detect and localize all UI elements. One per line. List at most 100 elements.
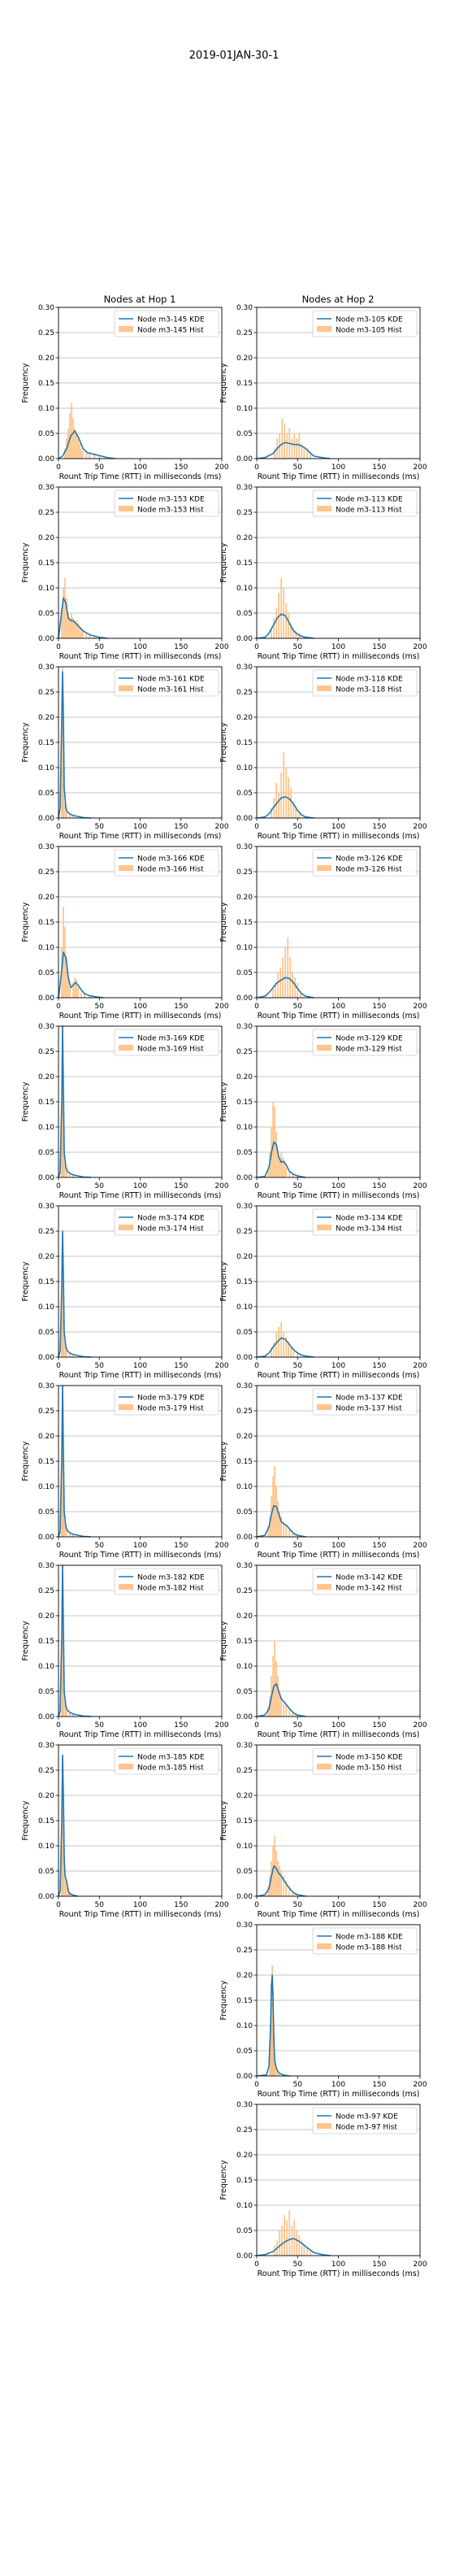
hist-bar bbox=[298, 433, 301, 459]
hist-bar bbox=[72, 982, 74, 998]
kde-line bbox=[256, 1337, 314, 1358]
y-tick-label: 0.30 bbox=[236, 1382, 253, 1390]
x-tick-label: 100 bbox=[332, 463, 345, 472]
y-axis-label: Frequency bbox=[219, 1621, 228, 1660]
hist-bar bbox=[62, 1026, 63, 1177]
x-tick-label: 200 bbox=[413, 643, 427, 651]
y-tick-label: 0.30 bbox=[38, 1742, 54, 1750]
x-tick-label: 100 bbox=[332, 1542, 345, 1550]
hist-bar bbox=[271, 1985, 272, 2076]
hist-bar bbox=[79, 443, 81, 459]
kde-line bbox=[58, 1385, 92, 1538]
legend: Node m3-118 KDE Node m3-118 Hist bbox=[312, 669, 418, 697]
y-tick-label: 0.00 bbox=[38, 1174, 54, 1182]
hist-bar bbox=[275, 1332, 278, 1357]
y-tick-label: 0.05 bbox=[38, 610, 54, 618]
legend-hist-label: Node m3-118 Hist bbox=[336, 686, 402, 694]
x-tick-label: 50 bbox=[293, 1901, 303, 1909]
legend-kde-label: Node m3-105 KDE bbox=[336, 316, 403, 324]
legend-kde-label: Node m3-126 KDE bbox=[336, 855, 403, 864]
hist-bar bbox=[310, 453, 312, 459]
y-tick-label: 0.15 bbox=[38, 919, 54, 927]
x-tick-label: 150 bbox=[372, 2261, 386, 2269]
x-tick-label: 50 bbox=[95, 1362, 105, 1370]
x-tick-label: 150 bbox=[174, 1721, 188, 1730]
hist-bar bbox=[66, 810, 67, 818]
x-tick-label: 100 bbox=[133, 1003, 147, 1011]
legend: Node m3-166 KDE Node m3-166 Hist bbox=[114, 849, 219, 877]
hist-bar bbox=[61, 607, 63, 638]
hist-bar bbox=[72, 1534, 74, 1537]
x-tick-label: 200 bbox=[413, 1721, 427, 1730]
y-tick-label: 0.30 bbox=[236, 664, 253, 672]
y-tick-label: 0.30 bbox=[236, 1023, 253, 1031]
legend: Node m3-134 KDE Node m3-134 Hist bbox=[312, 1208, 418, 1236]
legend-kde-label: Node m3-153 KDE bbox=[137, 496, 205, 504]
hist-bar bbox=[290, 1347, 292, 1357]
legend-kde-label: Node m3-150 KDE bbox=[336, 1754, 403, 1762]
y-axis-label: Frequency bbox=[219, 1980, 228, 2020]
y-tick-label: 0.30 bbox=[236, 1742, 253, 1750]
hist-bar bbox=[85, 453, 88, 459]
x-tick-label: 150 bbox=[372, 1721, 386, 1730]
hist-bar bbox=[288, 1172, 291, 1177]
x-tick-label: 0 bbox=[56, 1542, 61, 1550]
x-tick-label: 50 bbox=[95, 463, 105, 472]
hist-bar bbox=[69, 814, 71, 818]
subplot-8: 0 50 100 150 200 0.00 0.05 0.10 0.15 0.20 0.25 0.30… bbox=[219, 843, 427, 1020]
hist-bar bbox=[69, 1712, 71, 1717]
legend: Node m3-142 KDE Node m3-142 Hist bbox=[312, 1568, 418, 1595]
y-axis-label: Frequency bbox=[21, 722, 30, 762]
hist-bar bbox=[64, 577, 66, 638]
hist-bar bbox=[310, 2250, 312, 2256]
legend-kde-label: Node m3-145 KDE bbox=[137, 316, 205, 324]
hist-bar bbox=[62, 1755, 63, 1896]
y-tick-label: 0.15 bbox=[38, 380, 54, 388]
hist-bar bbox=[271, 1965, 273, 2076]
hist-bar bbox=[61, 1312, 63, 1357]
y-tick-label: 0.00 bbox=[38, 1354, 54, 1362]
legend-box bbox=[312, 669, 418, 697]
y-tick-label: 0.15 bbox=[38, 1638, 54, 1646]
subplot-7: 0 50 100 150 200 0.00 0.05 0.10 0.15 0.20 0.25 0.30… bbox=[21, 843, 229, 1020]
y-tick-label: 0.00 bbox=[38, 1893, 54, 1901]
hist-bar bbox=[275, 1486, 278, 1537]
y-tick-label: 0.05 bbox=[38, 790, 54, 798]
x-tick-label: 50 bbox=[293, 463, 303, 472]
hist-bar bbox=[272, 987, 274, 998]
y-tick-label: 0.25 bbox=[236, 329, 253, 337]
hist-bar bbox=[64, 803, 66, 818]
x-tick-label: 0 bbox=[254, 1362, 259, 1370]
hist-bar bbox=[284, 423, 286, 459]
legend-kde-label: Node m3-97 KDE bbox=[336, 2113, 398, 2121]
x-tick-label: 0 bbox=[254, 823, 259, 831]
legend-hist-label: Node m3-150 Hist bbox=[336, 1764, 402, 1773]
hist-bar bbox=[273, 618, 275, 638]
kde-line bbox=[256, 1682, 306, 1717]
legend: Node m3-137 KDE Node m3-137 Hist bbox=[312, 1388, 418, 1416]
hist-bar bbox=[284, 2215, 286, 2256]
hist-bar bbox=[285, 768, 288, 818]
legend-hist-swatch bbox=[317, 1943, 332, 1949]
hist-bar bbox=[64, 1876, 66, 1896]
legend-kde-label: Node m3-142 KDE bbox=[336, 1574, 403, 1582]
y-tick-label: 0.05 bbox=[236, 1868, 253, 1876]
x-tick-label: 100 bbox=[332, 2261, 345, 2269]
x-tick-label: 200 bbox=[214, 1721, 228, 1730]
y-axis-label: Frequency bbox=[21, 1261, 30, 1301]
hist-bar bbox=[284, 1162, 286, 1177]
y-tick-label: 0.20 bbox=[38, 1253, 54, 1261]
subplot-grid: 0 50 100 150 200 0.00 0.05 0.10 0.15 0.20 0.25 0.30… bbox=[21, 304, 427, 2278]
legend-hist-label: Node m3-97 Hist bbox=[336, 2124, 397, 2132]
y-axis-label: Frequency bbox=[219, 1441, 228, 1481]
legend-kde-label: Node m3-182 KDE bbox=[137, 1574, 205, 1582]
y-tick-label: 0.25 bbox=[236, 509, 253, 517]
hist-bar bbox=[66, 957, 67, 998]
hist-bar bbox=[296, 2230, 298, 2256]
x-tick-label: 200 bbox=[214, 1362, 228, 1370]
x-tick-label: 200 bbox=[413, 823, 427, 831]
column-title-hop-2: Nodes at Hop 2 bbox=[302, 294, 375, 305]
x-tick-label: 150 bbox=[372, 1901, 386, 1909]
hist-bar bbox=[292, 1349, 295, 1357]
y-tick-label: 0.25 bbox=[38, 329, 54, 337]
